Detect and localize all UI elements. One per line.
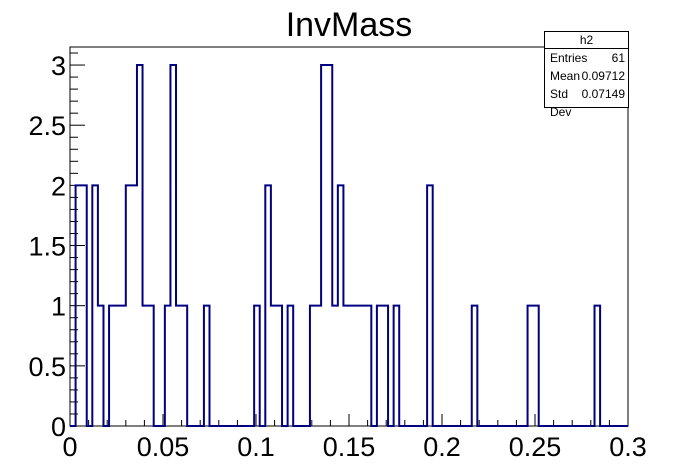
histogram-bin [143,306,149,426]
std-value: 0.07149 [581,87,625,101]
stats-row-mean: Mean 0.09712 [545,67,628,85]
x-tick-label: 0.1 [237,432,275,462]
stats-box-title: h2 [545,32,628,49]
histogram-bin [355,306,361,426]
histogram-bin [115,306,121,426]
histogram-bin [176,306,182,426]
histogram-bin [131,185,137,426]
entries-label: Entries [550,51,588,65]
y-tick-label: 0 [51,412,66,442]
x-tick-label: 0.2 [423,432,461,462]
stats-box: h2 Entries 61 Mean 0.09712 Std Dev 0.071… [544,31,629,119]
y-tick-label: 2 [51,171,66,201]
stats-row-entries: Entries 61 [545,49,628,67]
histogram-series-h2 [70,64,628,427]
y-tick-label: 0.5 [28,352,66,382]
stats-row-std: Std Dev 0.07149 [545,85,628,119]
histogram-bin [271,306,277,426]
entries-value: 61 [611,51,625,65]
y-tick-label: 2.5 [28,111,66,141]
histogram-bin [343,306,349,426]
mean-value: 0.09712 [581,69,625,83]
histogram-bin [332,306,338,426]
histogram-bin [360,306,366,426]
x-tick-label: 0.25 [509,432,562,462]
y-tick-label: 3 [51,51,66,81]
x-tick-label: 0.3 [609,432,647,462]
x-tick-label: 0 [62,432,77,462]
mean-label: Mean [550,69,581,83]
y-tick-label: 1.5 [28,232,66,262]
histogram-bin [349,306,355,426]
y-tick-label: 1 [51,292,66,322]
histogram-bin [316,306,322,426]
histogram-bin [120,306,126,426]
std-label: Std Dev [550,87,572,119]
x-tick-label: 0.15 [323,432,376,462]
x-tick-label: 0.05 [137,432,190,462]
chart-title: InvMass [285,6,413,44]
